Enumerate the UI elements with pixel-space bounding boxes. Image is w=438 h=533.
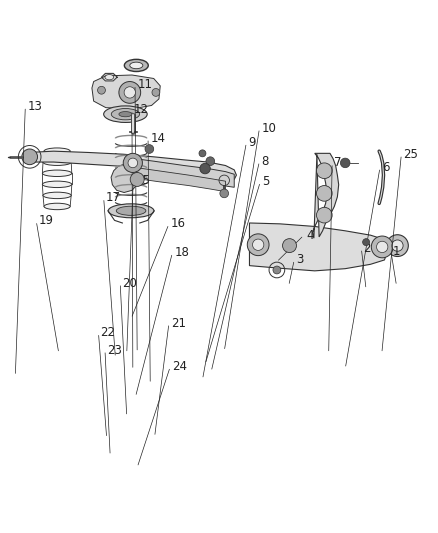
Text: 5: 5 xyxy=(262,175,270,188)
Text: 8: 8 xyxy=(261,155,269,168)
Circle shape xyxy=(123,154,142,173)
Circle shape xyxy=(145,144,154,154)
Text: 15: 15 xyxy=(135,174,150,187)
Polygon shape xyxy=(250,223,390,271)
Text: 9: 9 xyxy=(249,136,256,149)
Ellipse shape xyxy=(44,148,70,155)
Text: 14: 14 xyxy=(150,132,165,144)
Circle shape xyxy=(363,239,370,246)
Polygon shape xyxy=(111,164,138,192)
Text: 3: 3 xyxy=(297,253,304,266)
Circle shape xyxy=(387,235,408,256)
Ellipse shape xyxy=(105,75,114,80)
Ellipse shape xyxy=(44,203,70,209)
Ellipse shape xyxy=(42,181,72,188)
Text: 20: 20 xyxy=(122,277,137,289)
Circle shape xyxy=(392,240,403,251)
Text: 1: 1 xyxy=(393,245,401,258)
Text: 7: 7 xyxy=(334,156,342,169)
Text: 13: 13 xyxy=(28,100,42,113)
Circle shape xyxy=(22,149,38,165)
Circle shape xyxy=(317,163,332,179)
Circle shape xyxy=(199,150,206,157)
Circle shape xyxy=(253,239,264,251)
Text: 10: 10 xyxy=(261,122,276,135)
Circle shape xyxy=(128,158,138,168)
Ellipse shape xyxy=(42,170,72,176)
Ellipse shape xyxy=(116,206,146,215)
Circle shape xyxy=(371,236,393,258)
Text: 16: 16 xyxy=(171,217,186,230)
Polygon shape xyxy=(127,166,226,192)
Text: 22: 22 xyxy=(101,326,116,339)
Polygon shape xyxy=(102,74,117,81)
Text: 12: 12 xyxy=(134,103,149,116)
Ellipse shape xyxy=(43,159,71,165)
Ellipse shape xyxy=(130,62,143,69)
Text: 23: 23 xyxy=(107,344,122,357)
Ellipse shape xyxy=(124,59,148,71)
Text: 11: 11 xyxy=(137,78,152,91)
Circle shape xyxy=(247,234,269,256)
Ellipse shape xyxy=(104,106,147,123)
Circle shape xyxy=(206,157,215,166)
Ellipse shape xyxy=(43,192,71,199)
Circle shape xyxy=(317,207,332,223)
Circle shape xyxy=(152,88,160,96)
Circle shape xyxy=(130,173,144,187)
Circle shape xyxy=(220,189,229,198)
Text: 19: 19 xyxy=(39,214,53,227)
Circle shape xyxy=(317,185,332,201)
Text: 2: 2 xyxy=(364,242,371,255)
Circle shape xyxy=(119,82,141,103)
Text: 17: 17 xyxy=(106,191,121,204)
Polygon shape xyxy=(313,154,339,238)
Circle shape xyxy=(200,163,210,174)
Polygon shape xyxy=(127,158,234,187)
Circle shape xyxy=(283,239,297,253)
Polygon shape xyxy=(92,75,160,109)
Circle shape xyxy=(124,87,135,98)
Ellipse shape xyxy=(111,109,140,120)
Text: 21: 21 xyxy=(171,317,186,329)
Text: 24: 24 xyxy=(173,360,187,373)
Circle shape xyxy=(98,86,106,94)
Ellipse shape xyxy=(119,111,132,117)
Polygon shape xyxy=(28,151,237,180)
Circle shape xyxy=(377,241,388,253)
Ellipse shape xyxy=(108,204,154,218)
Text: 6: 6 xyxy=(382,161,390,174)
Text: 18: 18 xyxy=(175,246,190,259)
Circle shape xyxy=(273,266,281,274)
Circle shape xyxy=(340,158,350,168)
Text: 25: 25 xyxy=(403,148,418,161)
Text: 4: 4 xyxy=(306,229,314,241)
